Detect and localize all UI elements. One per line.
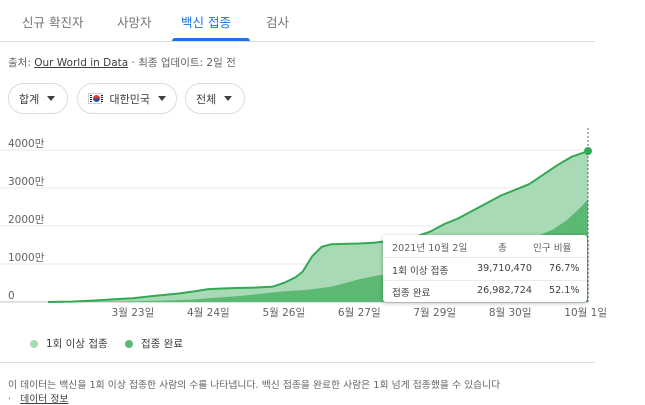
tab-vaccination[interactable]: 백신 접종 — [181, 15, 231, 30]
tooltip-row-label: 접종 완료 — [392, 288, 431, 299]
country-filter-dropdown[interactable]: 대한민국 — [77, 83, 177, 114]
footer-links: · 데이터 정보 — [8, 391, 68, 405]
tabs-divider — [0, 41, 595, 42]
footer-note: 이 데이터는 백신을 1회 이상 접종한 사람의 수를 나타냅니다. 백신 접종… — [8, 380, 501, 391]
tooltip-row: 접종 완료 26,982,724 52.1% — [383, 280, 587, 302]
tooltip-col-total: 총 — [498, 243, 507, 254]
tooltip-row-ratio: 76.7% — [549, 263, 580, 274]
source-separator: · — [131, 57, 135, 69]
tooltip-row-total: 39,710,470 — [477, 263, 532, 274]
x-tick-label: 4월 24일 — [187, 306, 230, 319]
x-tick-label: 3월 23일 — [112, 306, 155, 319]
x-tick-label: 6월 27일 — [338, 306, 381, 319]
legend-item-fully-vaccinated[interactable]: 접종 완료 — [125, 336, 183, 351]
footer-divider — [0, 362, 595, 363]
legend-swatch — [30, 339, 38, 348]
country-filter-label: 대한민국 — [109, 92, 150, 106]
scope-filter-dropdown[interactable]: 전체 — [185, 83, 245, 114]
tooltip-row-label: 1회 이상 접종 — [392, 266, 449, 277]
korea-flag-icon — [88, 93, 103, 104]
x-tick-label: 7월 29일 — [413, 306, 456, 319]
active-tab-indicator — [172, 38, 250, 41]
one-dose-line — [47, 150, 589, 303]
y-tick-label: 0 — [8, 290, 15, 302]
data-info-link[interactable]: 데이터 정보 — [20, 394, 69, 405]
tooltip-separator — [383, 280, 587, 281]
caret-down-icon — [224, 96, 233, 101]
total-filter-label: 합계 — [19, 92, 40, 106]
total-filter-dropdown[interactable]: 합계 — [8, 83, 68, 114]
source-prefix: 출처: — [8, 57, 31, 69]
tab-new-cases[interactable]: 신규 확진자 — [22, 15, 84, 30]
legend-label: 접종 완료 — [141, 338, 183, 350]
source-line: 출처: Our World in Data · 최종 업데이트: 2일 전 — [8, 55, 236, 70]
tooltip-row-total: 26,982,724 — [477, 285, 532, 296]
scope-filter-label: 전체 — [196, 92, 217, 106]
chart-tooltip: 2021년 10월 2일 총 인구 비율 1회 이상 접종 39,710,470… — [383, 235, 587, 302]
tooltip-separator — [383, 257, 587, 258]
legend-label: 1회 이상 접종 — [46, 338, 108, 350]
legend-item-one-dose[interactable]: 1회 이상 접종 — [30, 336, 108, 351]
tooltip-col-ratio: 인구 비율 — [533, 243, 572, 254]
tab-bar: 신규 확진자 사망자 백신 접종 검사 — [0, 0, 645, 42]
footer-separator: · — [8, 394, 12, 405]
hover-point — [584, 147, 592, 156]
tooltip-header: 2021년 10월 2일 총 인구 비율 — [383, 235, 587, 257]
x-tick-label: 8월 30일 — [489, 306, 532, 319]
x-tick-label: 10월 1일 — [564, 306, 607, 319]
y-tick-label: 3000만 — [8, 176, 45, 188]
y-tick-label: 2000만 — [8, 214, 45, 226]
tooltip-date: 2021년 10월 2일 — [392, 243, 468, 254]
caret-down-icon — [158, 96, 166, 101]
tab-deaths[interactable]: 사망자 — [117, 15, 152, 30]
x-tick-label: 5월 26일 — [262, 306, 305, 319]
tooltip-row-ratio: 52.1% — [549, 285, 580, 296]
last-updated: 최종 업데이트: 2일 전 — [138, 57, 236, 69]
source-link[interactable]: Our World in Data — [34, 57, 129, 69]
y-tick-label: 1000만 — [8, 252, 45, 264]
tooltip-row: 1회 이상 접종 39,710,470 76.7% — [383, 258, 587, 280]
legend-swatch — [125, 339, 133, 348]
y-tick-label: 4000만 — [8, 138, 45, 150]
caret-down-icon — [47, 96, 56, 101]
tab-tests[interactable]: 검사 — [266, 15, 290, 30]
